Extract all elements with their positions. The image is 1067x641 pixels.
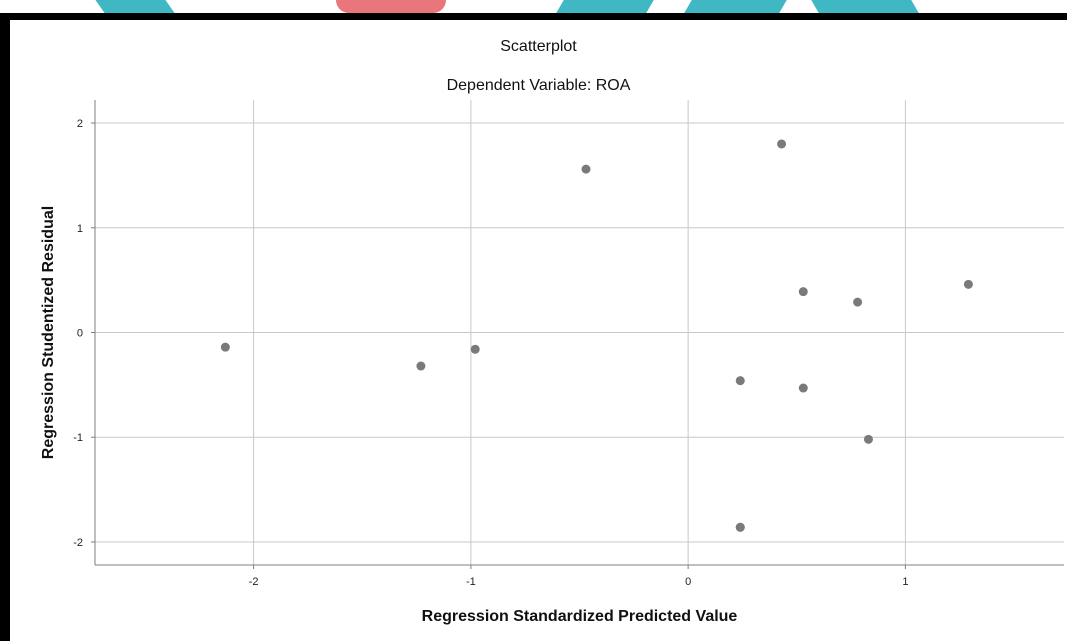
data-point (470, 344, 480, 354)
tick-labels: -2 -1 0 1 -2 -1 0 1 2 (73, 118, 908, 588)
y-tick-label: 2 (77, 118, 83, 130)
watermark-red-shape (336, 0, 446, 13)
data-points (220, 139, 973, 532)
watermark-teal-stroke-4 (811, 0, 919, 13)
data-point (798, 383, 808, 393)
y-tick-label: 1 (77, 223, 83, 235)
x-tick-label: -2 (249, 576, 259, 588)
chart-title: Scatterplot (500, 38, 577, 55)
axes (91, 100, 1064, 569)
watermark-teal-stroke-3 (684, 0, 787, 13)
data-point (581, 164, 591, 174)
watermark-teal-stroke-1 (95, 0, 175, 13)
y-tick-label: -1 (73, 432, 83, 444)
data-point (963, 279, 973, 289)
data-point (777, 139, 787, 149)
y-axis-label: Regression Studentized Residual (40, 206, 57, 459)
x-axis-label: Regression Standardized Predicted Value (422, 608, 738, 625)
data-point (735, 376, 745, 386)
x-tick-label: 0 (685, 576, 691, 588)
y-tick-label: -2 (73, 537, 83, 549)
data-point (416, 361, 426, 371)
x-tick-label: -1 (466, 576, 476, 588)
y-tick-label: 0 (77, 328, 83, 340)
chart-panel: Scatterplot Dependent Variable: ROA -2 -1… (10, 20, 1067, 641)
data-point (853, 297, 863, 307)
scatter-plot: -2 -1 0 1 -2 -1 0 1 2 Regression Standardized Pr… (40, 100, 1064, 625)
x-tick-label: 1 (902, 576, 908, 588)
data-point (798, 287, 808, 297)
data-point (220, 342, 230, 352)
data-point (863, 434, 873, 444)
chart-subtitle: Dependent Variable: ROA (446, 77, 631, 94)
watermark-teal-stroke-2 (556, 0, 654, 13)
gridlines (95, 100, 1064, 565)
data-point (735, 522, 745, 532)
